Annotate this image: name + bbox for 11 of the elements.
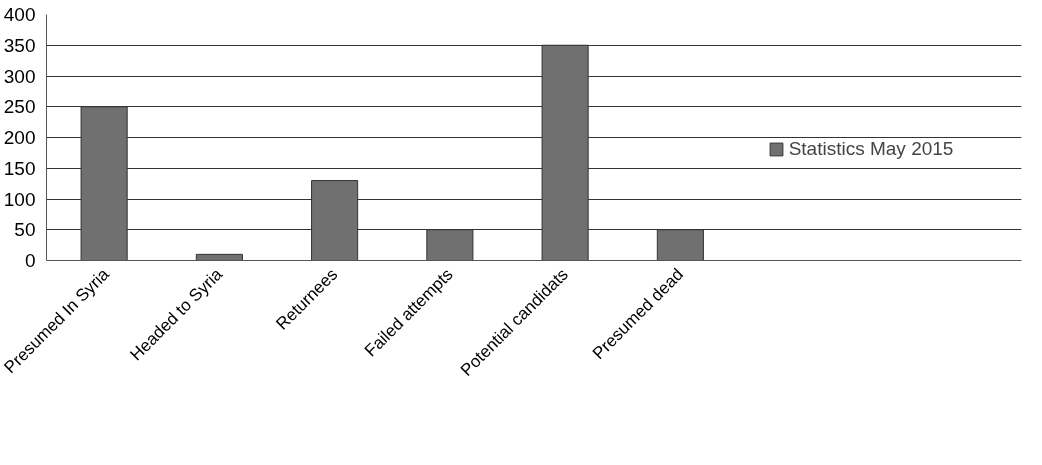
y-tick-label: 300 — [3, 65, 36, 87]
y-tick-label: 400 — [3, 4, 36, 25]
legend-label: Statistics May 2015 — [788, 138, 954, 160]
bar — [195, 253, 243, 261]
y-tick-label: 0 — [24, 250, 36, 271]
y-tick-label: 250 — [3, 96, 36, 118]
y-tick-label: 50 — [14, 219, 36, 241]
y-tick-label: 150 — [3, 157, 36, 179]
y-tick-label: 200 — [3, 127, 36, 148]
y-tick-label: 100 — [3, 188, 36, 210]
y-tick-label: 350 — [3, 34, 36, 56]
